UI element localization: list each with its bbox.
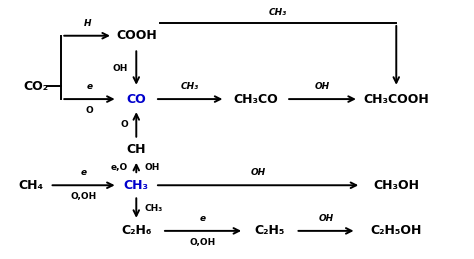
Text: OH: OH: [315, 82, 330, 91]
Text: C₂H₅OH: C₂H₅OH: [371, 224, 422, 238]
Text: O: O: [120, 120, 128, 129]
Text: O,OH: O,OH: [190, 238, 216, 247]
Text: C₂H₅: C₂H₅: [255, 224, 285, 238]
Text: CH₃: CH₃: [124, 179, 149, 192]
Text: O: O: [86, 106, 93, 115]
Text: CO₂: CO₂: [23, 80, 48, 93]
Text: e: e: [200, 214, 206, 223]
Text: OH: OH: [112, 63, 128, 73]
Text: H: H: [83, 19, 91, 28]
Text: C₂H₆: C₂H₆: [121, 224, 152, 238]
Text: CH: CH: [127, 143, 146, 156]
Text: OH: OH: [319, 214, 334, 223]
Text: OH: OH: [251, 168, 265, 177]
Text: CH₄: CH₄: [18, 179, 44, 192]
Text: e,O: e,O: [110, 163, 128, 172]
Text: CH₃OH: CH₃OH: [373, 179, 419, 192]
Text: CH₃: CH₃: [181, 82, 199, 91]
Text: O,OH: O,OH: [71, 192, 97, 201]
Text: OH: OH: [145, 163, 160, 172]
Text: CH₃COOH: CH₃COOH: [364, 92, 429, 106]
Text: CH₃: CH₃: [145, 204, 163, 213]
Text: CO: CO: [127, 92, 146, 106]
Text: CH₃CO: CH₃CO: [233, 92, 278, 106]
Text: COOH: COOH: [116, 29, 157, 42]
Text: e: e: [81, 168, 87, 177]
Text: e: e: [86, 82, 92, 91]
Text: CH₃: CH₃: [269, 8, 287, 17]
